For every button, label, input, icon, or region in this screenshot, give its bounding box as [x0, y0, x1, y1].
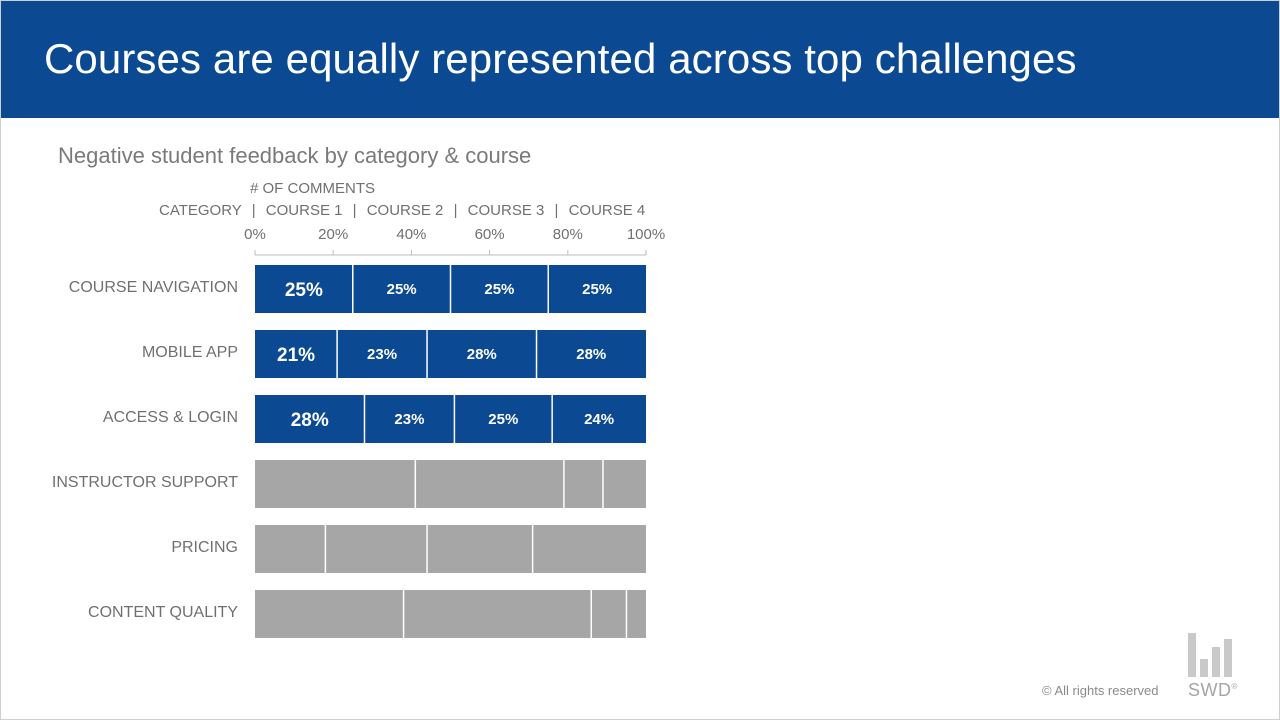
bar-segment	[548, 265, 646, 313]
legend-course-1: COURSE 1	[265, 202, 343, 219]
bar-segment	[427, 525, 533, 573]
legend-separator: |	[352, 202, 357, 219]
bar-segment	[403, 590, 592, 638]
bar-segment	[255, 330, 338, 378]
x-tick-label: 20%	[318, 226, 348, 243]
bar-segment	[255, 460, 416, 508]
legend-separator: |	[251, 202, 256, 219]
category-header: CATEGORY	[159, 202, 242, 219]
comments-axis-label: # OF COMMENTS	[250, 180, 376, 197]
bar-segment	[415, 460, 564, 508]
x-tick-label: 80%	[553, 226, 583, 243]
category-label: COURSE NAVIGATION	[68, 279, 238, 296]
data-label: 25%	[582, 281, 612, 298]
slide-title: Courses are equally represented across t…	[44, 35, 1077, 82]
legend-course-2: COURSE 2	[366, 202, 444, 219]
category-label: MOBILE APP	[141, 344, 238, 361]
data-label: 28%	[291, 410, 329, 431]
registered-mark: ®	[1231, 682, 1238, 691]
chart-subtitle: Negative student feedback by category & …	[58, 143, 532, 168]
bar-segment	[352, 265, 451, 313]
bar-segment	[337, 330, 428, 378]
data-label: 25%	[488, 411, 518, 428]
data-label: 25%	[285, 280, 323, 301]
logo-wordmark: SWD	[1188, 680, 1232, 700]
swd-logo-text: SWD®	[1188, 680, 1238, 701]
bar-segment	[454, 395, 553, 443]
data-label: 28%	[576, 346, 606, 363]
bar-segment	[255, 265, 353, 313]
category-label: CONTENT QUALITY	[88, 604, 238, 621]
bar-segment	[552, 395, 646, 443]
bar-segment	[450, 265, 549, 313]
bar-segment	[325, 525, 428, 573]
x-tick-label: 60%	[475, 226, 505, 243]
data-label: 23%	[367, 346, 397, 363]
legend-course-3: COURSE 3	[467, 202, 545, 219]
bar-segment	[255, 395, 365, 443]
x-tick-label: 40%	[396, 226, 426, 243]
data-label: 25%	[387, 281, 417, 298]
bar-segment	[591, 590, 627, 638]
legend-separator: |	[554, 202, 559, 219]
data-label: 28%	[467, 346, 497, 363]
bar-segment	[364, 395, 455, 443]
bar-segment	[255, 590, 404, 638]
legend-separator: |	[453, 202, 458, 219]
swd-logo-icon	[1188, 633, 1232, 677]
copyright-text: © All rights reserved	[1042, 683, 1159, 698]
bar-segment	[427, 330, 537, 378]
x-tick-label: 0%	[244, 226, 266, 243]
bar-segment	[602, 460, 646, 508]
legend-header: CATEGORY | COURSE 1 | COURSE 2 | COURSE …	[159, 202, 645, 219]
category-label: PRICING	[171, 539, 238, 556]
data-label: 25%	[484, 281, 514, 298]
category-label: INSTRUCTOR SUPPORT	[51, 474, 238, 491]
data-label: 24%	[584, 411, 614, 428]
data-label: 21%	[277, 345, 315, 366]
bar-segment	[532, 525, 646, 573]
legend-course-4: COURSE 4	[568, 202, 646, 219]
x-tick-label: 100%	[627, 226, 665, 243]
category-label: ACCESS & LOGIN	[102, 409, 238, 426]
bar-segment	[626, 590, 646, 638]
title-banner: Courses are equally represented across t…	[1, 1, 1279, 118]
bar-segment	[536, 330, 646, 378]
data-label: 23%	[394, 411, 424, 428]
bar-segment	[563, 460, 603, 508]
bar-segment	[255, 525, 326, 573]
